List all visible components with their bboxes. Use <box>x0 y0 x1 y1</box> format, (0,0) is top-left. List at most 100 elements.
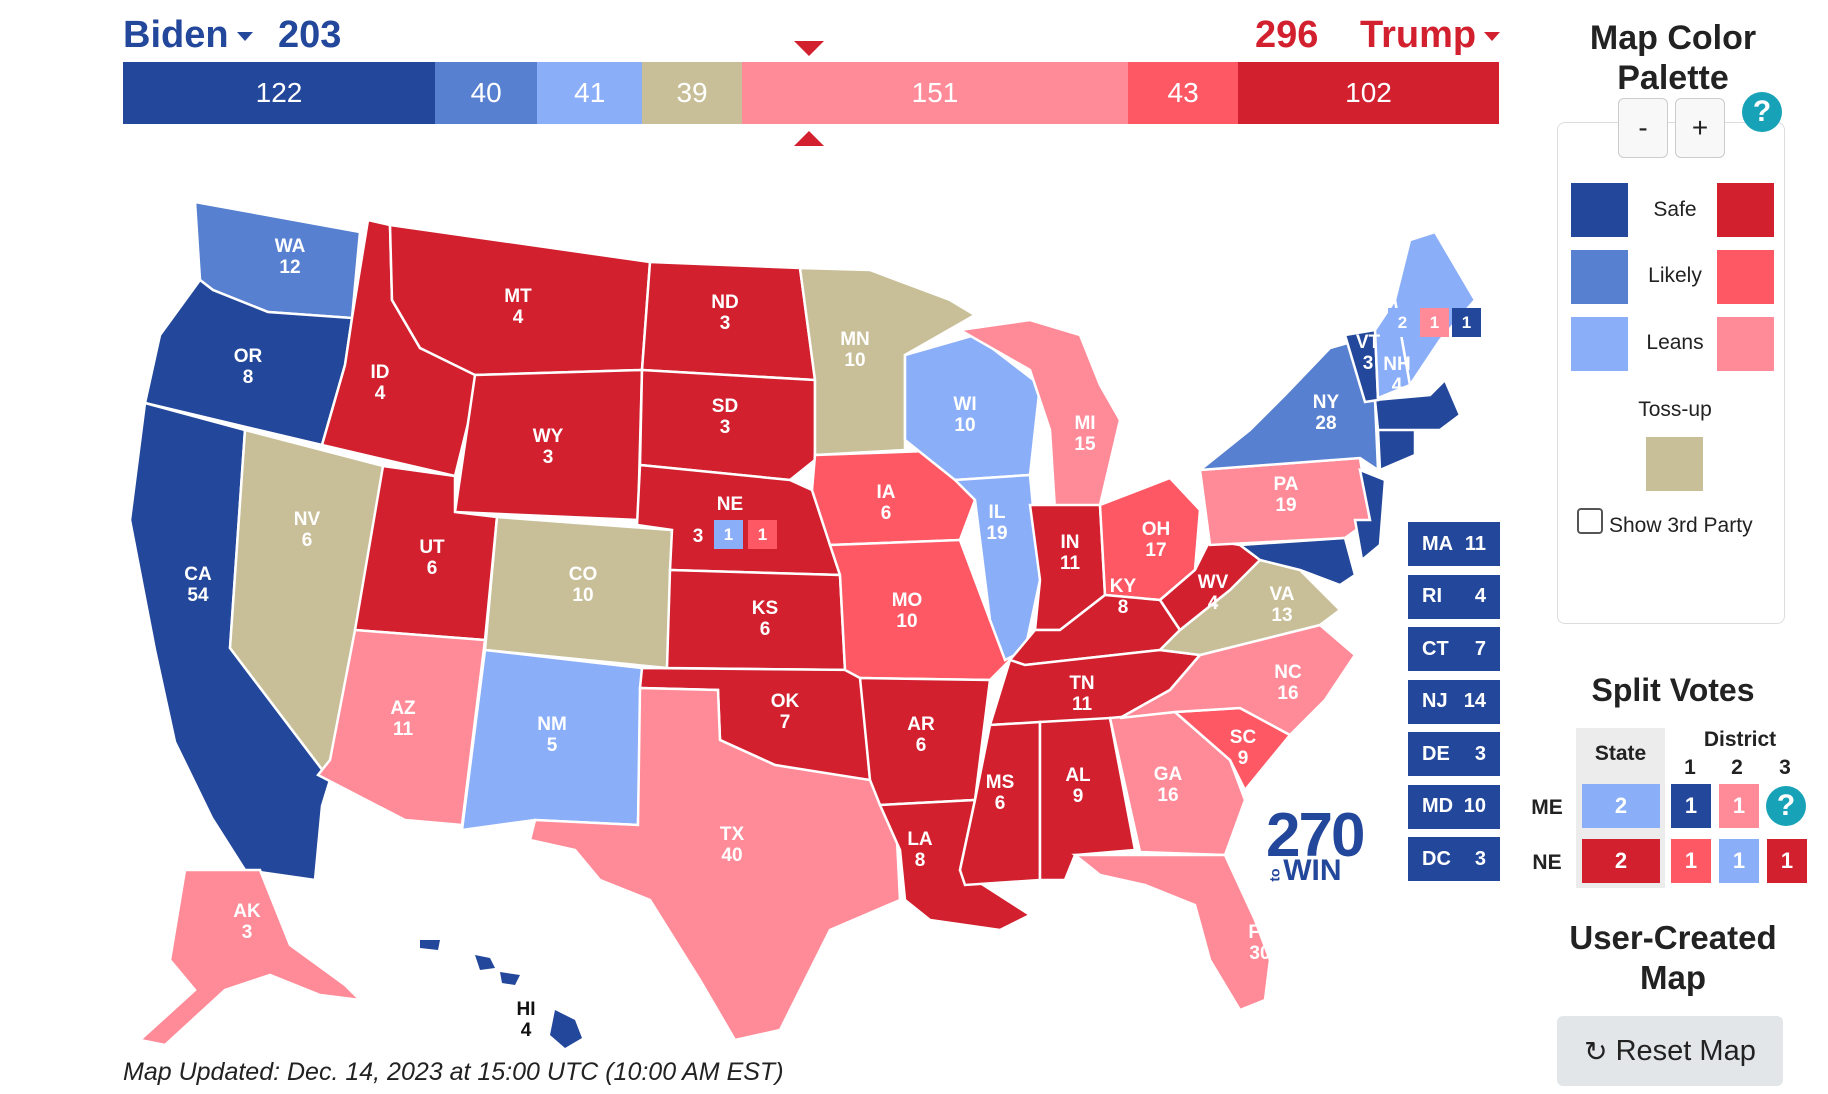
small-state-ev: 11 <box>1464 532 1486 555</box>
palette-minus-button[interactable]: - <box>1618 98 1668 158</box>
help-icon[interactable]: ? <box>1742 92 1782 132</box>
state-ma[interactable] <box>1373 377 1462 432</box>
small-state-box-dc[interactable]: DC 3 <box>1408 837 1500 881</box>
dem-ev-total: 203 <box>278 14 342 56</box>
state-md[interactable] <box>1236 536 1357 587</box>
state-fl[interactable] <box>1071 853 1272 1012</box>
state-label-nv: NV <box>294 509 321 530</box>
swatch-leans-rep[interactable] <box>1717 317 1774 371</box>
state-ks[interactable] <box>665 568 847 672</box>
state-ev-tx: 40 <box>721 845 742 866</box>
state-tx[interactable] <box>528 686 902 1042</box>
state-label-ky: KY <box>1110 576 1137 597</box>
state-label-ms: MS <box>986 772 1015 793</box>
reset-map-button[interactable]: ↻ Reset Map <box>1557 1016 1783 1086</box>
me-statewide-chip: 1 <box>1452 308 1481 337</box>
small-state-ev: 3 <box>1474 742 1486 765</box>
small-state-box-nj[interactable]: NJ 14 <box>1408 679 1500 724</box>
reset-map-label: Reset Map <box>1615 1034 1756 1067</box>
small-state-box-ri[interactable]: RI 4 <box>1408 574 1500 619</box>
state-mi[interactable] <box>956 318 1122 512</box>
state-ev-va: 13 <box>1271 605 1292 626</box>
ne-row-label: NE <box>1532 851 1562 874</box>
rep-candidate-name: Trump <box>1360 14 1477 56</box>
ne-district-2-cell[interactable]: 1 <box>1719 839 1759 883</box>
rep-ev-total: 296 <box>1255 14 1319 56</box>
state-ev-nc: 16 <box>1277 683 1298 704</box>
rep-candidate-dropdown[interactable]: Trump <box>1360 14 1501 57</box>
small-state-ev: 4 <box>1474 585 1486 607</box>
state-label-mo: MO <box>892 590 923 611</box>
270-marker-bottom-icon <box>794 131 824 146</box>
ev-bar-segment: 40 <box>435 62 538 124</box>
small-state-abbr: NJ <box>1422 690 1448 712</box>
state-hi[interactable] <box>420 940 582 1048</box>
270towin-logo-win: toWIN <box>1266 854 1342 887</box>
small-state-box-md[interactable]: MD 10 <box>1408 784 1500 829</box>
state-ev-ky: 8 <box>1118 597 1129 618</box>
state-label-mi: MI <box>1074 413 1095 434</box>
me-state-cell[interactable]: 2 <box>1582 784 1660 828</box>
state-ev-co: 10 <box>572 585 593 606</box>
ev-bar-segment: 122 <box>123 62 436 124</box>
ne-state-cell[interactable]: 2 <box>1582 839 1660 883</box>
me-district-1-cell[interactable]: 1 <box>1671 784 1711 828</box>
split-votes-title: Split Votes <box>1591 672 1755 708</box>
state-vt[interactable] <box>1343 328 1380 404</box>
state-ev-ia: 6 <box>881 503 892 524</box>
state-sd[interactable] <box>638 368 817 482</box>
state-ev-az: 11 <box>393 719 414 740</box>
small-state-box-de[interactable]: DE 3 <box>1408 732 1500 776</box>
me-district-2-cell[interactable]: 1 <box>1719 784 1759 828</box>
state-label-ne: NE <box>717 494 743 515</box>
state-label-mt: MT <box>504 286 532 307</box>
swatch-likely-rep[interactable] <box>1717 250 1774 304</box>
state-label-fl: FL <box>1248 922 1272 943</box>
state-label-nh: NH <box>1383 354 1410 375</box>
small-state-abbr: RI <box>1422 585 1442 607</box>
state-ev-ne: 3 <box>693 526 704 547</box>
state-label-ak: AK <box>233 901 261 922</box>
state-ev-mt: 4 <box>513 307 524 328</box>
state-ct[interactable] <box>1376 423 1417 472</box>
palette-plus-button[interactable]: + <box>1675 98 1725 158</box>
small-state-abbr: MA <box>1422 532 1454 555</box>
swatch-leans-dem[interactable] <box>1571 317 1628 371</box>
me-row-label: ME <box>1531 796 1563 819</box>
ne-district-1-cell[interactable]: 1 <box>1671 839 1711 883</box>
swatch-tossup[interactable] <box>1646 437 1703 491</box>
ne-district-1-chip: 1 <box>748 520 777 549</box>
state-ev-sd: 3 <box>720 417 731 438</box>
state-nj[interactable] <box>1353 467 1387 563</box>
dem-candidate-dropdown[interactable]: Biden <box>123 14 253 57</box>
state-label-oh: OH <box>1142 519 1171 540</box>
state-label-ks: KS <box>752 598 778 619</box>
split-state-header: State <box>1594 742 1647 765</box>
state-ev-mn: 10 <box>844 350 865 371</box>
state-label-wy: WY <box>533 426 564 447</box>
swatch-safe-rep[interactable] <box>1717 183 1774 237</box>
small-state-box-ct[interactable]: CT 7 <box>1408 627 1500 671</box>
split-help-icon[interactable]: ? <box>1766 786 1806 826</box>
state-ev-nd: 3 <box>720 313 731 334</box>
state-ak[interactable] <box>137 868 364 1047</box>
state-ev-pa: 19 <box>1275 495 1296 516</box>
state-ev-la: 8 <box>915 850 926 871</box>
third-party-checkbox[interactable] <box>1577 508 1603 534</box>
district-3-header: 3 <box>1779 756 1791 779</box>
small-state-box-ma[interactable]: MA 11 <box>1408 522 1500 566</box>
swatch-safe-dem[interactable] <box>1571 183 1628 237</box>
state-label-id: ID <box>371 362 390 383</box>
swatch-likely-dem[interactable] <box>1571 250 1628 304</box>
small-state-ev: 14 <box>1463 690 1486 712</box>
state-label-in: IN <box>1061 532 1080 553</box>
state-ev-sc: 9 <box>1238 748 1249 769</box>
state-nc[interactable] <box>1119 623 1357 737</box>
state-ev-ny: 28 <box>1315 413 1336 434</box>
state-ev-nv: 6 <box>302 530 313 551</box>
us-electoral-map: WA12OR8CA54NV6ID4MT4WY3UT6AZ11CO10NM5ND3… <box>128 200 1477 1048</box>
ne-district-3-cell[interactable]: 1 <box>1767 839 1807 883</box>
state-label-ok: OK <box>771 691 800 712</box>
leans-label: Leans <box>1646 331 1704 354</box>
small-state-ev: 3 <box>1474 847 1486 870</box>
